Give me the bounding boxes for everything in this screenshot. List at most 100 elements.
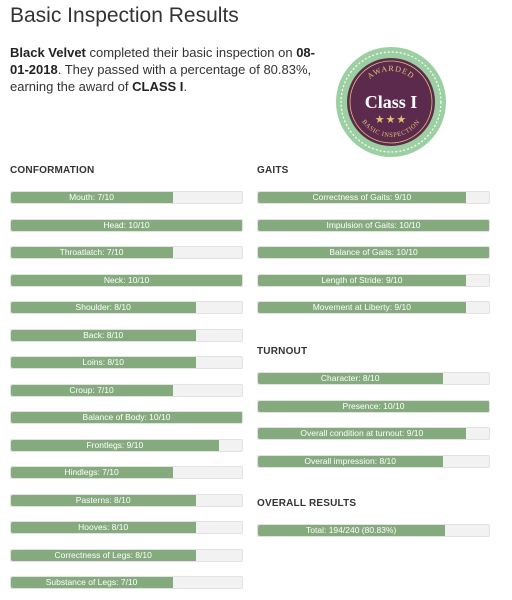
score-bar: Impulsion of Gaits: 10/10: [257, 218, 490, 232]
score-bar-label: Hindlegs: 7/10: [64, 467, 119, 477]
score-bar-fill: [258, 274, 466, 286]
conformation-title: CONFORMATION: [10, 165, 95, 176]
score-bar-track: [257, 246, 490, 259]
overall-results-title: OVERALL RESULTS: [257, 498, 357, 509]
score-bar-label: Impulsion of Gaits: 10/10: [326, 219, 421, 230]
summary-text-3: .: [183, 79, 188, 94]
score-bar: Balance of Gaits: 10/10: [257, 246, 490, 259]
score-bar-track: [10, 356, 243, 369]
score-bar: Length of Stride: 9/10: [257, 273, 490, 287]
score-bar: Hooves: 8/10: [10, 521, 243, 534]
score-bar-track: [257, 372, 490, 385]
score-bar: Correctness of Legs: 8/10: [10, 548, 243, 562]
score-bar: Pasterns: 8/10: [10, 493, 243, 507]
score-bar-label: Head: 10/10: [103, 219, 150, 230]
score-bar-track: [257, 273, 490, 287]
score-bar: Back: 8/10: [10, 328, 243, 342]
score-bar-fill: [11, 302, 196, 313]
score-bar-fill: [11, 549, 196, 561]
award-badge: AWARDED Class I ★★★ BASIC INSPECTION: [336, 47, 446, 157]
score-bar-track: [10, 218, 243, 232]
score-bar-fill: [258, 400, 489, 412]
score-bar-fill: [11, 219, 242, 231]
score-bar-fill: [11, 522, 196, 533]
score-bar-label: Hooves: 8/10: [78, 522, 129, 532]
score-bar: Neck: 10/10: [10, 273, 243, 287]
score-bar-label: Balance of Body: 10/10: [82, 412, 171, 422]
award-name: CLASS I: [132, 79, 184, 94]
score-bar-label: Throatlatch: 7/10: [59, 247, 124, 257]
badge-main-text: Class I: [365, 92, 418, 112]
score-bar: Loins: 8/10: [10, 356, 243, 369]
score-bar: Shoulder: 8/10: [10, 301, 243, 314]
score-bar-fill: [11, 439, 219, 451]
score-bar-track: [257, 427, 490, 440]
score-bar-track: [10, 383, 243, 397]
score-bar: Movement at Liberty: 9/10: [257, 301, 490, 314]
page-title: Basic Inspection Results: [10, 4, 239, 27]
score-bar-label: Presence: 10/10: [342, 400, 405, 411]
summary-text-1: completed their basic inspection on: [85, 45, 297, 60]
score-bar-label: Shoulder: 8/10: [75, 302, 131, 312]
score-bar-track: [257, 524, 490, 537]
score-bar-label: Correctness of Legs: 8/10: [54, 549, 152, 560]
score-bar-fill: [258, 455, 443, 467]
score-bar-track: [10, 521, 243, 534]
score-bar-fill: [11, 494, 196, 506]
score-bar-label: Pasterns: 8/10: [75, 494, 131, 505]
score-bar-fill: [258, 219, 489, 231]
score-bar: Presence: 10/10: [257, 399, 490, 413]
score-bar: Total: 194/240 (80.83%): [257, 524, 490, 537]
score-bar-fill: [11, 357, 196, 368]
score-bar-track: [10, 411, 243, 424]
score-bar: Character: 8/10: [257, 372, 490, 385]
score-bar: Throatlatch: 7/10: [10, 246, 243, 259]
score-bar-label: Mouth: 7/10: [69, 192, 114, 202]
score-bar-label: Loins: 8/10: [82, 357, 124, 367]
gaits-title: GAITS: [257, 165, 289, 176]
score-bar: Substance of Legs: 7/10: [10, 576, 243, 589]
score-bar-track: [10, 191, 243, 204]
score-bar-track: [10, 548, 243, 562]
score-bar-track: [257, 191, 490, 204]
score-bar-fill: [11, 192, 173, 203]
score-bar-track: [257, 454, 490, 468]
score-bar: Correctness of Gaits: 9/10: [257, 191, 490, 204]
score-bar-fill: [258, 525, 445, 536]
score-bar-track: [10, 576, 243, 589]
score-bar-label: Length of Stride: 9/10: [321, 274, 403, 285]
score-bar-track: [257, 399, 490, 413]
score-bar-fill: [11, 467, 173, 478]
score-bar-track: [10, 328, 243, 342]
score-bar-label: Correctness of Gaits: 9/10: [312, 192, 412, 202]
score-bar-label: Character: 8/10: [320, 373, 380, 383]
award-seal-icon: AWARDED Class I ★★★ BASIC INSPECTION: [337, 48, 445, 156]
turnout-title: TURNOUT: [257, 346, 308, 357]
inspection-summary: Black Velvet completed their basic inspe…: [10, 44, 320, 95]
score-bar-label: Frontlegs: 9/10: [86, 439, 144, 450]
score-bar-label: Balance of Gaits: 10/10: [329, 247, 418, 257]
score-bar-label: Overall impression: 8/10: [304, 455, 397, 466]
score-bar-label: Movement at Liberty: 9/10: [312, 302, 411, 312]
score-bar: Hindlegs: 7/10: [10, 466, 243, 479]
score-bar-track: [257, 218, 490, 232]
score-bar-track: [10, 438, 243, 452]
score-bar-label: Back: 8/10: [83, 329, 124, 340]
score-bar-fill: [11, 577, 173, 588]
score-bar: Mouth: 7/10: [10, 191, 243, 204]
score-bar-fill: [11, 329, 196, 341]
score-bar-track: [10, 273, 243, 287]
score-bar-label: Total: 194/240 (80.83%): [306, 525, 397, 535]
score-bar: Overall impression: 8/10: [257, 454, 490, 468]
summary-text-2: . They passed with a percentage of 80.83…: [10, 62, 312, 94]
score-bar: Frontlegs: 9/10: [10, 438, 243, 452]
gaits-bars: Correctness of Gaits: 9/10 Impulsion of G…: [257, 191, 490, 329]
score-bar: Head: 10/10: [10, 218, 243, 232]
score-bar-track: [10, 466, 243, 479]
horse-name: Black Velvet: [10, 45, 86, 60]
badge-stars: ★★★: [375, 113, 408, 126]
score-bar-track: [257, 301, 490, 314]
score-bar: Overall condition at turnout: 9/10: [257, 427, 490, 440]
score-bar-fill: [11, 412, 242, 423]
score-bar-track: [10, 493, 243, 507]
